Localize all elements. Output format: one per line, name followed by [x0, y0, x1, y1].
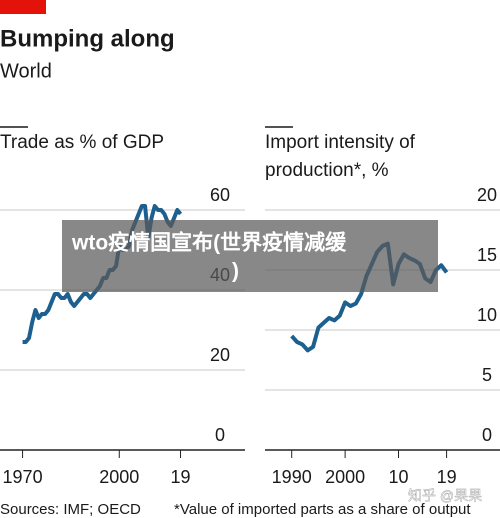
x-tick-label: 1990: [272, 467, 312, 487]
plots: Trade as % of GDP02040601970200019Import…: [0, 132, 500, 487]
x-tick-label: 1970: [3, 467, 43, 487]
y-tick-label: 60: [210, 185, 230, 205]
banner-text: ): [232, 260, 239, 283]
brand-tag: [0, 0, 46, 14]
banner-bg: [62, 220, 438, 292]
panel-label: production*, %: [265, 160, 389, 181]
y-tick-label: 20: [477, 185, 497, 205]
watermark: 知乎 @果果: [408, 488, 482, 504]
panel-label: Trade as % of GDP: [0, 132, 164, 153]
y-tick-label: 20: [210, 345, 230, 365]
source: Sources: IMF; OECD: [0, 501, 141, 518]
x-tick-label: 2000: [325, 467, 365, 487]
y-tick-label: 15: [477, 245, 497, 265]
x-tick-label: 19: [171, 467, 191, 487]
y-tick-label: 0: [215, 425, 225, 445]
panel-label: Import intensity of: [265, 132, 416, 153]
y-tick-label: 5: [482, 365, 492, 385]
x-tick-label: 2000: [99, 467, 139, 487]
y-tick-label: 0: [482, 425, 492, 445]
y-tick-label: 10: [477, 305, 497, 325]
banner-text: wto疫情国宣布(世界疫情减缓: [71, 231, 347, 255]
x-tick-label: 10: [389, 467, 409, 487]
chart-title: Bumping along: [0, 25, 175, 52]
chart-subtitle: World: [0, 60, 52, 82]
footnote: *Value of imported parts as a share of o…: [174, 501, 471, 518]
x-tick-label: 19: [437, 467, 457, 487]
